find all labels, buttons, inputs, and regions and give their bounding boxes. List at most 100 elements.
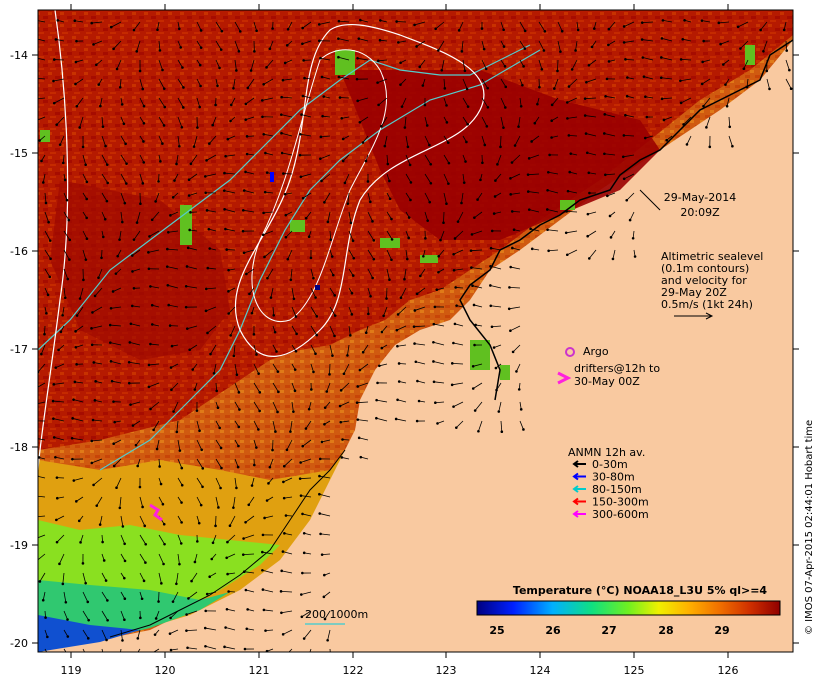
velocity-vector-head [33,77,36,80]
velocity-vector [338,38,350,42]
altimetry-line: and velocity for [661,274,747,287]
velocity-vector-head [161,502,165,506]
velocity-vector-head [788,68,791,72]
velocity-vector-head [46,293,50,297]
velocity-vector-head [162,522,166,526]
velocity-vector [157,21,160,30]
velocity-vector-head [380,125,383,128]
velocity-vector [519,40,526,49]
velocity-vector-head [495,388,498,392]
velocity-vector [262,569,274,574]
velocity-vector-head [603,152,606,156]
velocity-vector [462,97,469,107]
velocity-vector [53,400,65,403]
map-canvas[interactable] [33,10,793,661]
velocity-vector [547,189,559,194]
velocity-vector-head [702,104,705,108]
velocity-vector [139,553,146,563]
velocity-vector [99,515,103,525]
velocity-vector-head [622,41,626,44]
velocity-vector [529,154,540,159]
velocity-vector-head [489,246,493,250]
velocity-vector [75,325,84,332]
date-text: 29-May-2014 [664,191,736,204]
velocity-vector-head [464,160,467,163]
velocity-vector-head [298,477,302,480]
velocity-vector-head [546,208,549,211]
velocity-vector [585,133,597,137]
velocity-vector-head [245,272,248,276]
velocity-vector [397,399,407,403]
velocity-vector-head [350,313,354,316]
velocity-vector [196,97,201,108]
velocity-vector-head [104,579,108,582]
velocity-vector-head [95,63,98,67]
velocity-vector-head [33,538,36,541]
velocity-vector [63,192,68,201]
drifter-track[interactable] [149,503,163,522]
velocity-vector-head [123,542,126,546]
velocity-vector [510,173,521,179]
velocity-vector-head [257,428,260,431]
velocity-vector-head [566,189,570,193]
velocity-vector-head [208,575,211,579]
velocity-vector-head [244,520,247,524]
velocity-vector-head [731,144,734,148]
velocity-vector [625,114,635,118]
velocity-vector-head [540,67,544,71]
velocity-vector [120,211,123,223]
velocity-vector-head [204,191,207,195]
velocity-vector-head [547,170,550,174]
velocity-vector-head [199,29,203,32]
velocity-vector [82,173,88,183]
velocity-vector-head [285,448,289,452]
velocity-vector [281,114,293,118]
velocity-vector [587,152,597,156]
velocity-vector [404,116,407,128]
velocity-vector [93,362,103,365]
velocity-vector-head [377,103,380,107]
velocity-vector-head [660,56,663,59]
velocity-vector-head [442,221,445,224]
velocity-vector-head [366,180,370,183]
velocity-vector-head [503,65,507,68]
velocity-vector [245,515,255,523]
velocity-vector-head [68,238,71,242]
velocity-vector-head [604,173,607,177]
velocity-vector [624,173,635,180]
lat-tick-label: -18 [10,441,28,454]
velocity-vector-head [361,350,365,354]
velocity-vector-head [141,182,145,185]
colorbar-tick-label: 28 [658,624,673,637]
velocity-vector [500,135,502,147]
velocity-vector-head [292,297,296,301]
velocity-vector-head [218,66,221,70]
velocity-vector [378,59,388,62]
velocity-vector-head [258,391,262,394]
velocity-vector [158,40,161,51]
coastline [459,39,793,401]
velocity-vector-head [72,479,76,482]
velocity-vector-head [262,608,266,612]
velocity-vector [210,344,217,355]
velocity-vector [234,401,240,410]
velocity-vector-head [320,75,324,79]
velocity-vector-head [502,45,506,48]
velocity-vector-head [34,98,37,101]
velocity-vector [38,77,46,80]
velocity-vector [321,173,331,182]
velocity-vector [234,21,241,32]
velocity-vector-head [33,403,36,406]
velocity-vector-head [280,569,284,573]
velocity-vector [629,211,635,221]
velocity-vector-head [125,182,128,185]
velocity-vector-head [180,521,183,524]
velocity-vector [728,135,733,147]
velocity-vector-head [225,556,228,560]
velocity-vector-head [343,181,347,185]
velocity-vector-head [123,559,127,563]
velocity-vector [302,95,312,99]
lon-tick-label: 125 [624,664,645,677]
velocity-vector-head [261,568,264,572]
credit-text: © IMOS 07-Apr-2015 02:44:01 Hobart time [804,420,815,635]
